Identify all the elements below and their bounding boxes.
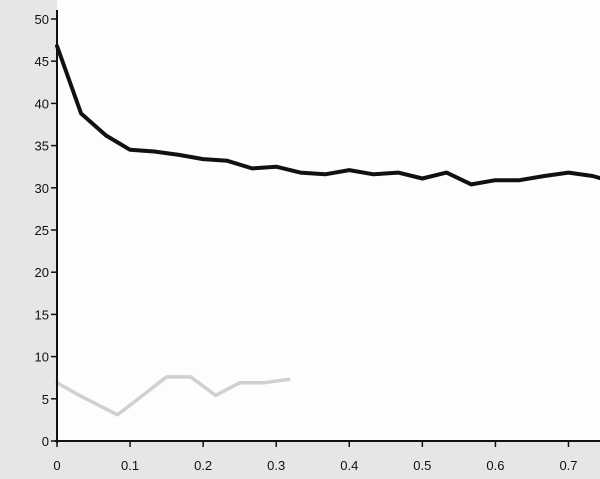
y-tick-label: 5 — [42, 392, 49, 407]
x-tick-label: 0 — [53, 458, 60, 473]
y-tick-label: 10 — [35, 350, 49, 365]
x-tick-label: 0.7 — [559, 458, 577, 473]
x-axis-ticks: 0 0.1 0.2 0.3 0.4 0.5 0.6 0.7 — [53, 441, 578, 473]
series-line-2 — [55, 375, 291, 417]
series-line-1 — [55, 44, 600, 187]
y-tick-label: 20 — [35, 265, 49, 280]
x-tick-label: 0.3 — [267, 458, 285, 473]
y-tick-label: 30 — [35, 181, 49, 196]
y-tick-label: 0 — [42, 434, 49, 449]
x-tick-label: 0.6 — [486, 458, 504, 473]
y-tick-label: 15 — [35, 307, 49, 322]
x-tick-label: 0.2 — [194, 458, 212, 473]
y-tick-label: 25 — [35, 223, 49, 238]
y-tick-label: 35 — [35, 139, 49, 154]
x-tick-label: 0.4 — [340, 458, 358, 473]
y-tick-label: 45 — [35, 54, 49, 69]
y-tick-label: 50 — [35, 12, 49, 27]
y-tick-label: 40 — [35, 96, 49, 111]
y-axis-ticks: 0 5 10 15 20 25 30 35 40 45 50 — [35, 12, 57, 449]
plot-area — [57, 0, 600, 441]
series-layer — [55, 44, 600, 417]
x-tick-label: 0.5 — [413, 458, 431, 473]
x-tick-label: 0.1 — [121, 458, 139, 473]
